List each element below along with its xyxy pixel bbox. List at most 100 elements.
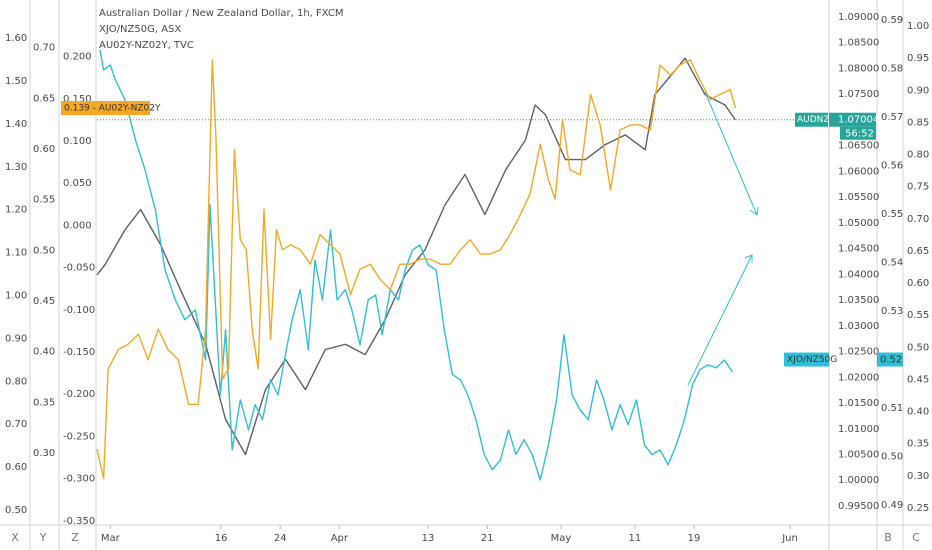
y-tick-label: 1.08000: [838, 63, 879, 74]
y-tick-label: 0.30: [907, 471, 929, 482]
y-tick-label: 0.50: [5, 505, 27, 516]
price-label-box: [795, 112, 828, 127]
y-tick-label: 0.70: [5, 419, 27, 430]
y-tick-label: 1.07500: [838, 89, 879, 100]
y-tick-label: -0.100: [63, 305, 95, 316]
y-tick-label: 1.04500: [838, 244, 879, 255]
y-tick-label: 1.60: [5, 33, 27, 44]
axis-button[interactable]: B: [884, 531, 892, 544]
y-tick-label: 1.01000: [838, 424, 879, 435]
y-tick-label: 0.55: [881, 209, 903, 220]
price-label-value: 0.52: [880, 355, 902, 366]
y-tick-label: 0.75: [907, 182, 929, 193]
x-tick-label: 16: [215, 533, 228, 544]
y-tick-label: 1.03500: [838, 295, 879, 306]
y-tick-label: 0.56: [881, 160, 903, 171]
price-label: 0.139 - AU02Y-NZ02Y: [64, 104, 161, 114]
series-line: [96, 57, 736, 456]
price-label-name: XJO/NZ50G: [787, 355, 837, 365]
price-label-box: [829, 112, 876, 127]
y-tick-label: 0.100: [63, 136, 92, 147]
y-tick-label: 0.25: [907, 503, 929, 514]
y-tick-label: 0.80: [907, 150, 929, 161]
x-tick-label: Apr: [331, 533, 349, 544]
arrow-head: [744, 254, 753, 263]
x-tick-label: Mar: [101, 533, 121, 544]
x-tick-label: Jun: [781, 533, 798, 544]
y-tick-label: 0.90: [907, 85, 929, 96]
y-tick-label: 0.60: [33, 144, 55, 155]
y-tick-label: 1.05000: [838, 218, 879, 229]
y-tick-label: 1.08500: [838, 38, 879, 49]
y-tick-label: 0.50: [881, 452, 903, 463]
x-tick-label: 24: [274, 533, 287, 544]
legend-entry: Australian Dollar / New Zealand Dollar, …: [99, 8, 344, 19]
y-tick-label: 1.06500: [838, 141, 879, 152]
price-label-name: AUDNZD: [797, 115, 837, 125]
y-tick-label: 1.10: [5, 248, 27, 259]
legend-entry: AU02Y-NZ02Y, TVC: [99, 40, 194, 51]
y-tick-label: 0.54: [881, 258, 903, 269]
axis-button[interactable]: Z: [71, 531, 79, 544]
y-tick-label: 0.60: [907, 278, 929, 289]
y-tick-label: 0.70: [33, 43, 55, 54]
y-tick-label: 1.03000: [838, 321, 879, 332]
y-tick-label: 1.04000: [838, 269, 879, 280]
y-tick-label: 0.40: [33, 347, 55, 358]
drawn-arrows: [687, 91, 759, 386]
y-tick-label: 1.02000: [838, 372, 879, 383]
y-tick-label: 0.58: [881, 63, 903, 74]
y-tick-label: -0.050: [63, 263, 95, 274]
y-tick-label: 1.30: [5, 162, 27, 173]
arrow-head: [749, 206, 759, 216]
y-tick-label: 0.60: [5, 462, 27, 473]
y-tick-label: 1.50: [5, 76, 27, 87]
y-tick-label: 0.49: [881, 500, 903, 511]
y-tick-label: -0.300: [63, 474, 95, 485]
axis-button[interactable]: C: [912, 531, 920, 544]
y-tick-label: 0.45: [907, 374, 929, 385]
y-tick-label: 1.05500: [838, 192, 879, 203]
y-tick-label: 1.00: [5, 291, 27, 302]
y-tick-label: 0.000: [63, 220, 92, 231]
y-tick-label: 0.150: [63, 94, 92, 105]
legend-entry: XJO/NZ50G, ASX: [99, 24, 181, 35]
y-tick-label: 1.06000: [838, 166, 879, 177]
x-tick-label: 21: [481, 533, 494, 544]
y-tick-label: 0.35: [33, 397, 55, 408]
y-tick-label: -0.250: [63, 431, 95, 442]
y-tick-label: -0.150: [63, 347, 95, 358]
y-tick-label: 0.51: [881, 403, 903, 414]
x-tick-label: 11: [629, 533, 642, 544]
y-tick-label: -0.350: [63, 516, 95, 527]
price-label-box: [877, 352, 903, 367]
price-label-value: 1.07004: [838, 115, 879, 126]
series-line: [99, 49, 733, 481]
y-tick-label: 1.40: [5, 119, 27, 130]
y-tick-label: 0.99500: [838, 501, 879, 512]
y-tick-label: 1.01500: [838, 398, 879, 409]
y-tick-label: 0.45: [33, 296, 55, 307]
price-label-box: [61, 101, 150, 116]
y-tick-label: 0.90: [5, 333, 27, 344]
axis-button[interactable]: X: [11, 531, 19, 544]
arrow: [704, 91, 758, 216]
axis-button[interactable]: Y: [39, 531, 47, 544]
countdown: 56:52: [845, 129, 874, 140]
y-tick-label: 0.57: [881, 112, 903, 123]
y-tick-label: 0.40: [907, 407, 929, 418]
y-tick-label: 0.30: [33, 448, 55, 459]
y-tick-label: 0.55: [907, 310, 929, 321]
y-tick-label: 0.70: [907, 214, 929, 225]
y-tick-label: 0.50: [33, 245, 55, 256]
y-tick-label: 0.65: [907, 246, 929, 257]
y-tick-label: 0.35: [907, 439, 929, 450]
y-tick-label: 0.50: [907, 342, 929, 353]
x-tick-label: 19: [688, 533, 701, 544]
plot-area: [96, 49, 827, 481]
y-tick-label: 0.65: [33, 93, 55, 104]
y-tick-label: 0.95: [907, 53, 929, 64]
y-tick-label: 0.53: [881, 306, 903, 317]
y-tick-label: 1.00500: [838, 449, 879, 460]
